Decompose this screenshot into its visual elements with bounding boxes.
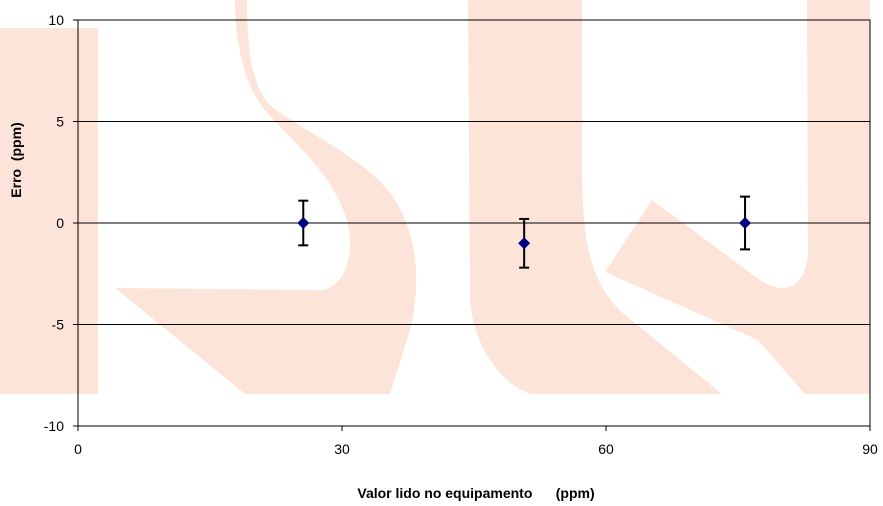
- data-point: [297, 199, 310, 247]
- data-point: [739, 195, 752, 251]
- diamond-marker: [297, 217, 310, 229]
- y-tick-label: 0: [56, 215, 64, 231]
- x-tick-label: 60: [598, 441, 614, 457]
- watermark-letter-j: [605, 0, 870, 394]
- y-tick-label: -5: [52, 317, 65, 333]
- data-points: [297, 195, 752, 269]
- data-point: [518, 217, 531, 269]
- x-tick-label: 0: [74, 441, 82, 457]
- x-axis-title: Valor lido no equipamento (ppm): [357, 485, 594, 501]
- y-tick-label: 10: [48, 12, 64, 28]
- watermark-logo: [0, 0, 870, 394]
- watermark-bar: [0, 28, 98, 394]
- grid: [78, 121, 870, 325]
- watermark-letter-s: [115, 0, 417, 394]
- axis-ticks: 10 5 0 -5 -10 0 30 60 90: [44, 12, 878, 457]
- diamond-marker: [739, 217, 752, 229]
- x-tick-label: 30: [334, 441, 350, 457]
- y-tick-label: 5: [56, 114, 64, 130]
- y-tick-label: -10: [44, 418, 64, 434]
- y-axis-title: Erro (ppm): [8, 122, 24, 197]
- x-tick-label: 90: [862, 441, 878, 457]
- watermark-letter-u: [468, 0, 722, 394]
- diamond-marker: [518, 237, 531, 250]
